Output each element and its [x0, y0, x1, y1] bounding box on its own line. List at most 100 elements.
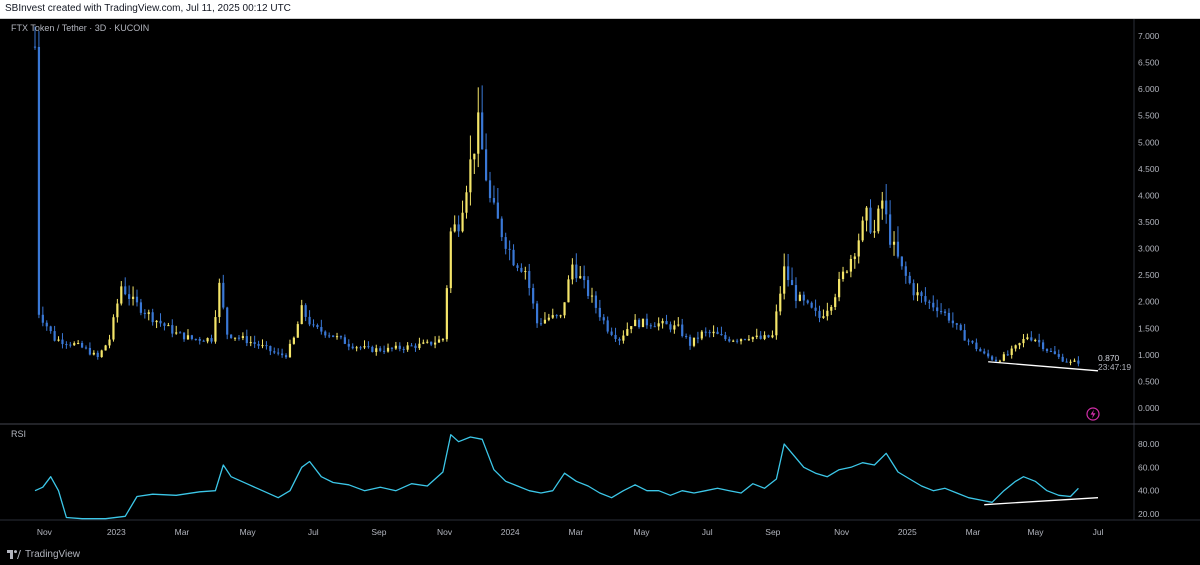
candle-body — [277, 352, 280, 354]
candle-body — [998, 360, 1002, 362]
candle-body — [720, 334, 723, 336]
candle-body — [504, 237, 507, 249]
candle-body — [206, 338, 209, 342]
time-axis-tick: Sep — [765, 527, 780, 537]
candle-body — [151, 312, 154, 323]
header-bar: SBInvest created with TradingView.com, J… — [0, 0, 1200, 19]
candle-body — [916, 292, 919, 296]
candle-body — [273, 351, 276, 353]
time-axis-tick: Nov — [834, 527, 850, 537]
rsi-pane-label: RSI — [11, 429, 27, 439]
candle-body — [88, 347, 92, 355]
price-axis-tick: 3.500 — [1138, 217, 1160, 227]
rsi-axis-tick: 40.00 — [1138, 486, 1160, 496]
price-axis-tick: 1.500 — [1138, 323, 1160, 333]
candle-body — [1073, 360, 1076, 362]
last-price-label: 0.870 — [1098, 353, 1120, 363]
candle-body — [853, 256, 856, 259]
time-axis-tick: Jul — [308, 527, 319, 537]
candle-body — [904, 266, 907, 276]
time-axis-tick: Mar — [175, 527, 190, 537]
candle-body — [163, 323, 166, 326]
candle-body — [936, 307, 939, 312]
candle-body — [453, 224, 456, 232]
candle-body — [806, 300, 809, 303]
candle-body — [579, 276, 582, 279]
candle-body — [755, 335, 758, 338]
candle-body — [551, 315, 554, 318]
candle-body — [92, 352, 95, 355]
candle-body — [814, 307, 817, 311]
candle-body — [37, 46, 41, 315]
candle-body — [292, 337, 295, 344]
candle-body — [669, 324, 672, 330]
candle-body — [630, 326, 633, 330]
candle-body — [873, 231, 876, 233]
candle-body — [418, 343, 421, 349]
candle-body — [889, 214, 892, 245]
price-axis-tick: 3.000 — [1138, 244, 1160, 254]
candle-body — [112, 317, 115, 340]
candle-body — [304, 305, 307, 317]
candle-body — [245, 336, 248, 344]
candle-body — [261, 345, 264, 347]
candle-body — [351, 346, 354, 349]
candle-body — [637, 319, 641, 328]
candle-body — [810, 302, 813, 308]
time-axis-tick: 2023 — [107, 527, 126, 537]
candle-body — [135, 296, 139, 303]
candle-body — [33, 46, 37, 48]
candle-body — [990, 356, 994, 360]
candle-body — [159, 320, 162, 324]
candle-body — [371, 346, 374, 352]
price-axis-tick: 0.500 — [1138, 376, 1160, 386]
candle-body — [194, 338, 197, 340]
candle-body — [1045, 349, 1049, 352]
candle-body — [355, 347, 358, 349]
candle-body — [834, 297, 837, 307]
candle-body — [963, 330, 966, 341]
candle-body — [426, 341, 429, 343]
candle-body — [383, 350, 386, 352]
candle-body — [402, 348, 405, 350]
candle-body — [881, 200, 884, 209]
candle-body — [959, 324, 962, 331]
candle-body — [320, 327, 323, 332]
candle-body — [124, 286, 127, 295]
rsi-axis-tick: 60.00 — [1138, 462, 1160, 472]
rsi-line — [34, 434, 1079, 520]
price-axis-tick: 5.000 — [1138, 137, 1160, 147]
candle-body — [214, 317, 217, 342]
candle-body — [594, 295, 598, 308]
candle-body — [1006, 354, 1009, 356]
candle-body — [457, 224, 460, 232]
price-axis-tick: 6.000 — [1138, 84, 1160, 94]
alert-icon-ring — [1086, 407, 1100, 421]
candle-body — [673, 325, 676, 330]
candle-body — [1030, 337, 1033, 341]
candle-body — [1038, 339, 1041, 343]
time-axis-tick: Jul — [1093, 527, 1104, 537]
candle-body — [253, 342, 256, 344]
candle-body — [288, 343, 292, 358]
candle-body — [598, 307, 601, 318]
candle-body — [900, 256, 903, 267]
candle-body — [335, 336, 339, 338]
candle-body — [496, 202, 499, 219]
candle-body — [571, 264, 574, 280]
candle-body — [939, 311, 943, 313]
candle-body — [838, 279, 841, 298]
candle-body — [657, 323, 660, 327]
candle-body — [626, 329, 629, 336]
time-axis-tick: May — [1027, 527, 1044, 537]
candle-body — [241, 336, 244, 339]
chart-area[interactable]: 7.000 6.500 6.000 5.500 5.000 4.500 4.000 3.500… — [0, 19, 1200, 546]
candle-body — [481, 112, 484, 150]
candle-body — [182, 332, 186, 340]
candle-body — [484, 149, 488, 181]
candle-body — [363, 346, 366, 348]
candle-body — [375, 348, 378, 352]
candle-body — [394, 345, 397, 349]
tradingview-brand[interactable]: TradingView — [7, 549, 80, 560]
candle-body — [877, 208, 880, 232]
